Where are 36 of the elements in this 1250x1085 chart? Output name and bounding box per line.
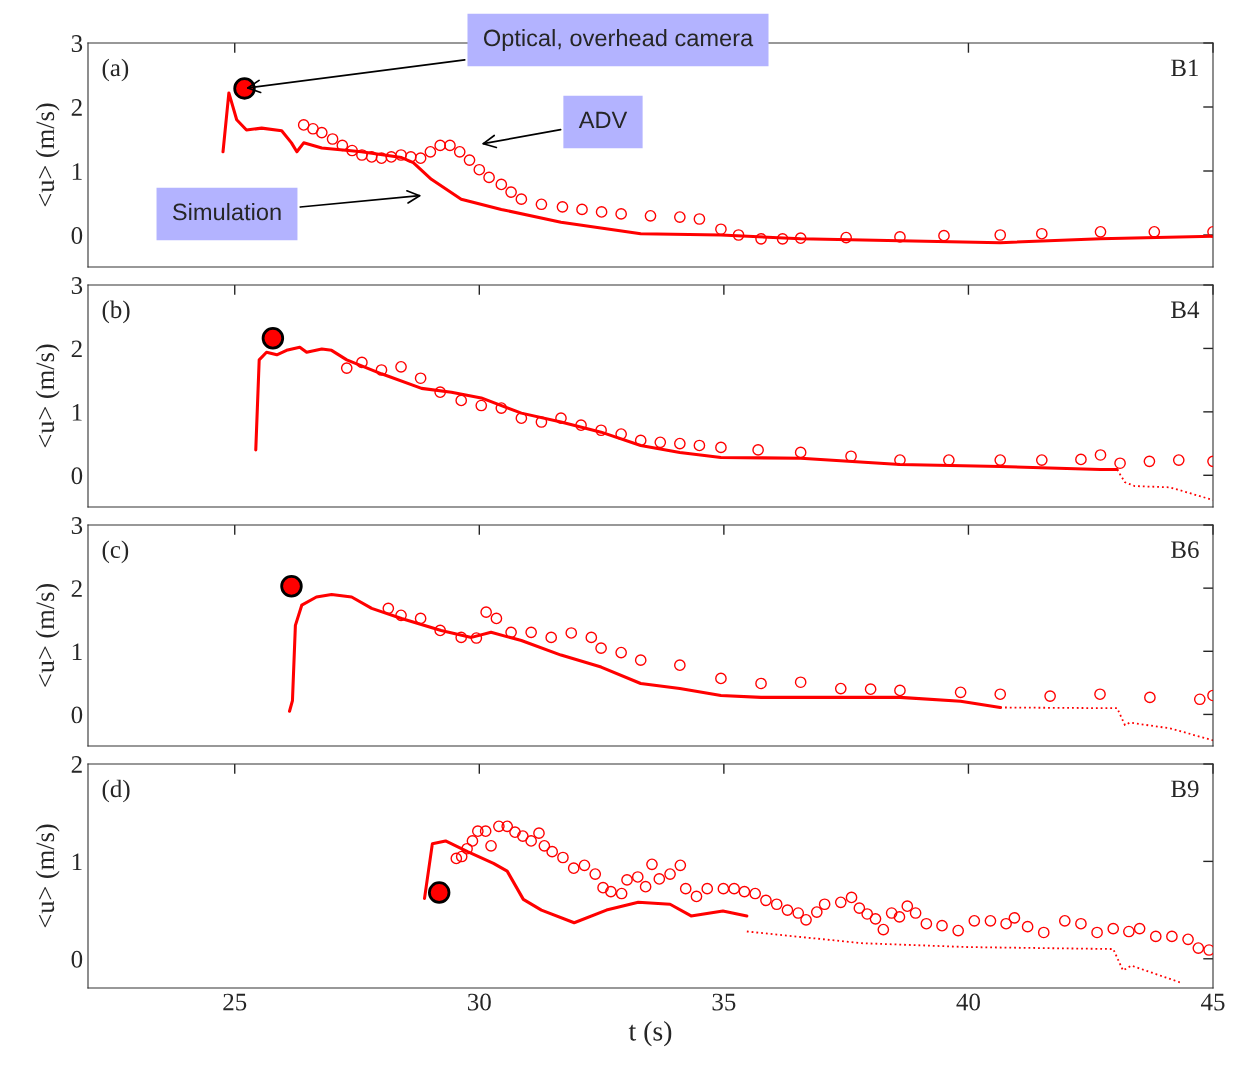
y-axis-title: <u> (m/s) xyxy=(35,344,60,448)
y-axis-title: <u> (m/s) xyxy=(35,103,60,207)
y-tick-label: 0 xyxy=(71,706,83,724)
annotation: Simulation xyxy=(172,202,281,221)
y-tick-label: 2 xyxy=(71,340,82,358)
y-tick-label: 1 xyxy=(72,643,82,660)
y-tick-label: 3 xyxy=(71,517,83,534)
y-tick-label: 2 xyxy=(71,99,82,116)
annotation: B1 xyxy=(1171,59,1198,77)
y-tick-label: 0 xyxy=(71,950,83,968)
x-tick-label: 30 xyxy=(468,993,491,1011)
annotation: (d) xyxy=(102,779,130,803)
annotation: (b) xyxy=(102,300,130,324)
y-tick-label: 3 xyxy=(71,35,83,52)
y-tick-label: 3 xyxy=(71,277,83,294)
y-tick-label: 1 xyxy=(72,163,82,180)
annotation: (a) xyxy=(102,58,129,82)
annotation: (c) xyxy=(102,540,129,564)
y-tick-label: 1 xyxy=(72,853,82,871)
x-tick-label: 45 xyxy=(1200,993,1225,1011)
y-tick-label: 1 xyxy=(72,404,82,421)
x-tick-label: 40 xyxy=(956,993,980,1011)
y-tick-label: 0 xyxy=(71,227,83,244)
annotation: B9 xyxy=(1171,780,1199,798)
annotation: Optical, overhead camera xyxy=(483,29,754,51)
x-axis-title: t (s) xyxy=(628,1021,672,1047)
y-tick-label: 2 xyxy=(71,580,82,597)
annotation: B4 xyxy=(1171,301,1200,318)
y-axis-title: <u> (m/s) xyxy=(35,584,60,687)
annotation: ADV xyxy=(578,111,628,129)
y-axis-title: <u> (m/s) xyxy=(35,824,60,928)
y-tick-label: 0 xyxy=(71,467,83,485)
x-tick-label: 25 xyxy=(223,993,247,1011)
y-tick-label: 2 xyxy=(71,756,82,773)
annotation: B6 xyxy=(1171,541,1199,559)
x-tick-label: 35 xyxy=(712,993,736,1011)
